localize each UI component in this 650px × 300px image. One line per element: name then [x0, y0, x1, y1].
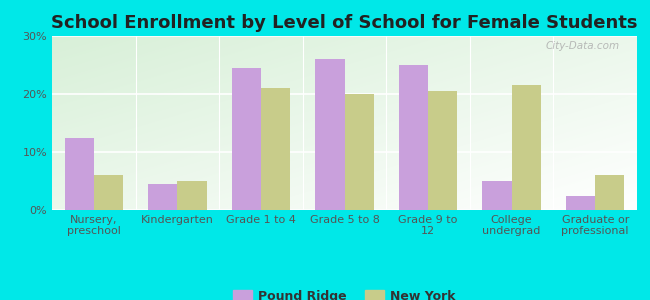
- Bar: [261, 88, 290, 210]
- Bar: [566, 196, 595, 210]
- Bar: [64, 137, 94, 210]
- Bar: [482, 181, 512, 210]
- Bar: [512, 85, 541, 210]
- Legend: Pound Ridge, New York: Pound Ridge, New York: [228, 284, 461, 300]
- Bar: [231, 68, 261, 210]
- Bar: [399, 65, 428, 210]
- Bar: [428, 91, 458, 210]
- Bar: [177, 181, 207, 210]
- Bar: [344, 94, 374, 210]
- Bar: [315, 59, 344, 210]
- Bar: [148, 184, 177, 210]
- Title: School Enrollment by Level of School for Female Students: School Enrollment by Level of School for…: [51, 14, 638, 32]
- Bar: [595, 175, 625, 210]
- Bar: [94, 175, 123, 210]
- Text: City-Data.com: City-Data.com: [545, 41, 619, 51]
